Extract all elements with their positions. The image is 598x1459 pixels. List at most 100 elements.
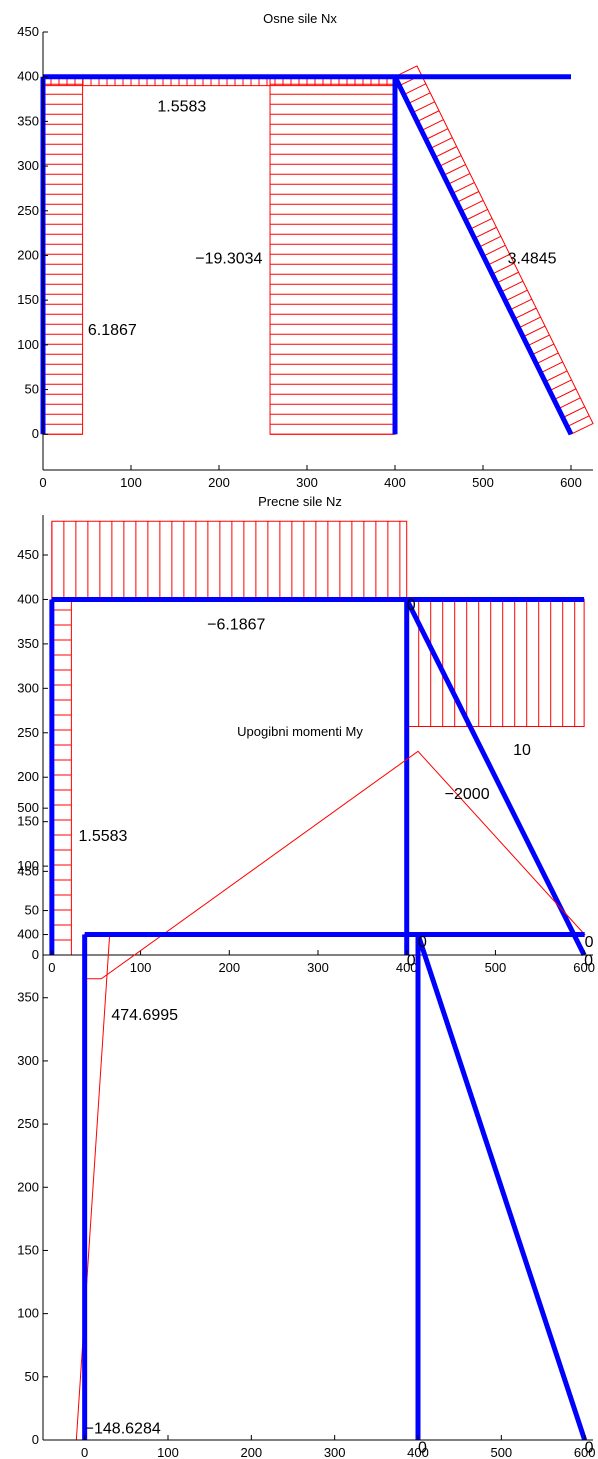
- hatch-line: [408, 92, 431, 105]
- y-tick-label: 150: [17, 814, 39, 829]
- diagram-2: [51, 520, 408, 600]
- y-tick-label: 200: [17, 769, 39, 784]
- hatch-line: [416, 110, 440, 123]
- annotation: −148.6284: [85, 1420, 161, 1437]
- annotation: 0: [418, 934, 427, 951]
- hatch-line: [527, 334, 550, 347]
- annotation: 474.6995: [111, 1007, 178, 1024]
- hatch-line: [403, 83, 427, 96]
- annotation: −19.3034: [195, 250, 262, 267]
- hatch-line: [562, 406, 586, 419]
- diagram-3: [406, 598, 585, 728]
- x-tick-label: 500: [485, 960, 507, 975]
- annotation: 0: [585, 1439, 594, 1456]
- diagram-outline: [406, 598, 585, 728]
- annotation: 0: [584, 952, 593, 969]
- annotation: 0: [407, 952, 416, 969]
- chart-title: Precne sile Nz: [258, 494, 342, 509]
- hatch-line: [496, 271, 519, 284]
- diagram-2: [84, 750, 586, 980]
- hatch-line: [505, 289, 528, 302]
- annotation: 0: [418, 1439, 427, 1456]
- hatch-line: [452, 182, 475, 194]
- x-tick-label: 400: [384, 475, 406, 490]
- diagram-outline: [75, 934, 111, 1441]
- x-tick-label: 400: [396, 960, 418, 975]
- chart-1: Osne sile Nx 0 100 200 300 400 500 600 0 50 100 150…: [17, 11, 594, 490]
- x-tick-label: 300: [296, 475, 318, 490]
- annotation: 3.4845: [508, 250, 557, 267]
- hatch-line: [469, 217, 493, 230]
- y-tick-label: 400: [17, 591, 39, 606]
- hatch-line: [487, 253, 510, 266]
- hatch-line: [478, 235, 502, 248]
- annotation: 6.1867: [88, 322, 137, 339]
- hatch-line: [483, 244, 506, 257]
- hatch-line: [567, 415, 590, 428]
- hatch-line: [456, 191, 480, 203]
- diagram-1: [42, 76, 84, 435]
- chart-title: Upogibni momenti My: [237, 724, 363, 739]
- annotation: 1.5583: [78, 828, 127, 845]
- y-tick-label: 450: [17, 863, 39, 878]
- y-tick-label: 300: [17, 1053, 39, 1068]
- hatch-line: [509, 298, 533, 311]
- y-tick-label: 250: [17, 725, 39, 740]
- x-tick-label: 200: [240, 1445, 262, 1459]
- annotation: 10: [513, 742, 531, 759]
- x-tick-label: 200: [218, 960, 240, 975]
- x-tick-label: 600: [574, 1445, 596, 1459]
- x-tick-label: 500: [472, 475, 494, 490]
- y-tick-label: 150: [17, 292, 39, 307]
- hatch-line: [549, 379, 572, 392]
- hatch-line: [522, 325, 546, 338]
- hatch-line: [474, 226, 497, 239]
- diagram-1: [51, 598, 72, 956]
- hatch-line: [412, 101, 435, 114]
- y-tick-label: 0: [32, 1432, 39, 1447]
- diagram-1: [75, 934, 111, 1441]
- y-tick-label: 150: [17, 1242, 39, 1257]
- y-tick-label: 400: [17, 927, 39, 942]
- annotation: 1.5583: [157, 98, 206, 115]
- diagram-outline: [51, 598, 72, 956]
- diagram-4: [394, 65, 594, 435]
- hatch-line: [447, 173, 471, 185]
- x-tick-label: 400: [407, 1445, 429, 1459]
- x-tick-label: 100: [130, 960, 152, 975]
- x-tick-label: 600: [560, 475, 582, 490]
- diagram-outline: [84, 750, 586, 980]
- y-tick-label: 50: [25, 903, 39, 918]
- diagram-outline: [42, 76, 84, 435]
- diagram-3: [269, 76, 396, 435]
- chart-2: Precne sile Nz0 100 200 300 400 500 6000501001…: [17, 494, 595, 975]
- frame-member-4: [392, 75, 574, 436]
- hatch-line: [438, 155, 462, 167]
- hatch-line: [558, 397, 581, 410]
- y-tick-label: 350: [17, 990, 39, 1005]
- x-tick-label: 300: [307, 960, 329, 975]
- diagram-outline: [394, 65, 594, 435]
- y-tick-label: 350: [17, 113, 39, 128]
- hatch-line: [461, 200, 484, 212]
- chart-3: Upogibni momenti My0 100 200 300 400 500 60005…: [17, 724, 595, 1459]
- y-tick-label: 350: [17, 636, 39, 651]
- x-tick-label: 0: [81, 1445, 88, 1459]
- x-tick-label: 0: [39, 475, 46, 490]
- y-tick-label: 450: [17, 24, 39, 39]
- y-tick-label: 50: [25, 382, 39, 397]
- y-tick-label: 400: [17, 69, 39, 84]
- annotation: 0: [585, 934, 594, 951]
- diagram-outline: [269, 76, 396, 435]
- y-tick-label: 200: [17, 1179, 39, 1194]
- x-tick-label: 600: [573, 960, 595, 975]
- y-tick-label: 50: [25, 1369, 39, 1384]
- y-tick-label: 300: [17, 680, 39, 695]
- hatch-line: [425, 128, 449, 140]
- annotation: 0: [407, 597, 416, 614]
- hatch-line: [434, 146, 457, 158]
- hatch-line: [518, 316, 541, 329]
- hatch-line: [514, 307, 537, 320]
- x-tick-label: 0: [48, 960, 55, 975]
